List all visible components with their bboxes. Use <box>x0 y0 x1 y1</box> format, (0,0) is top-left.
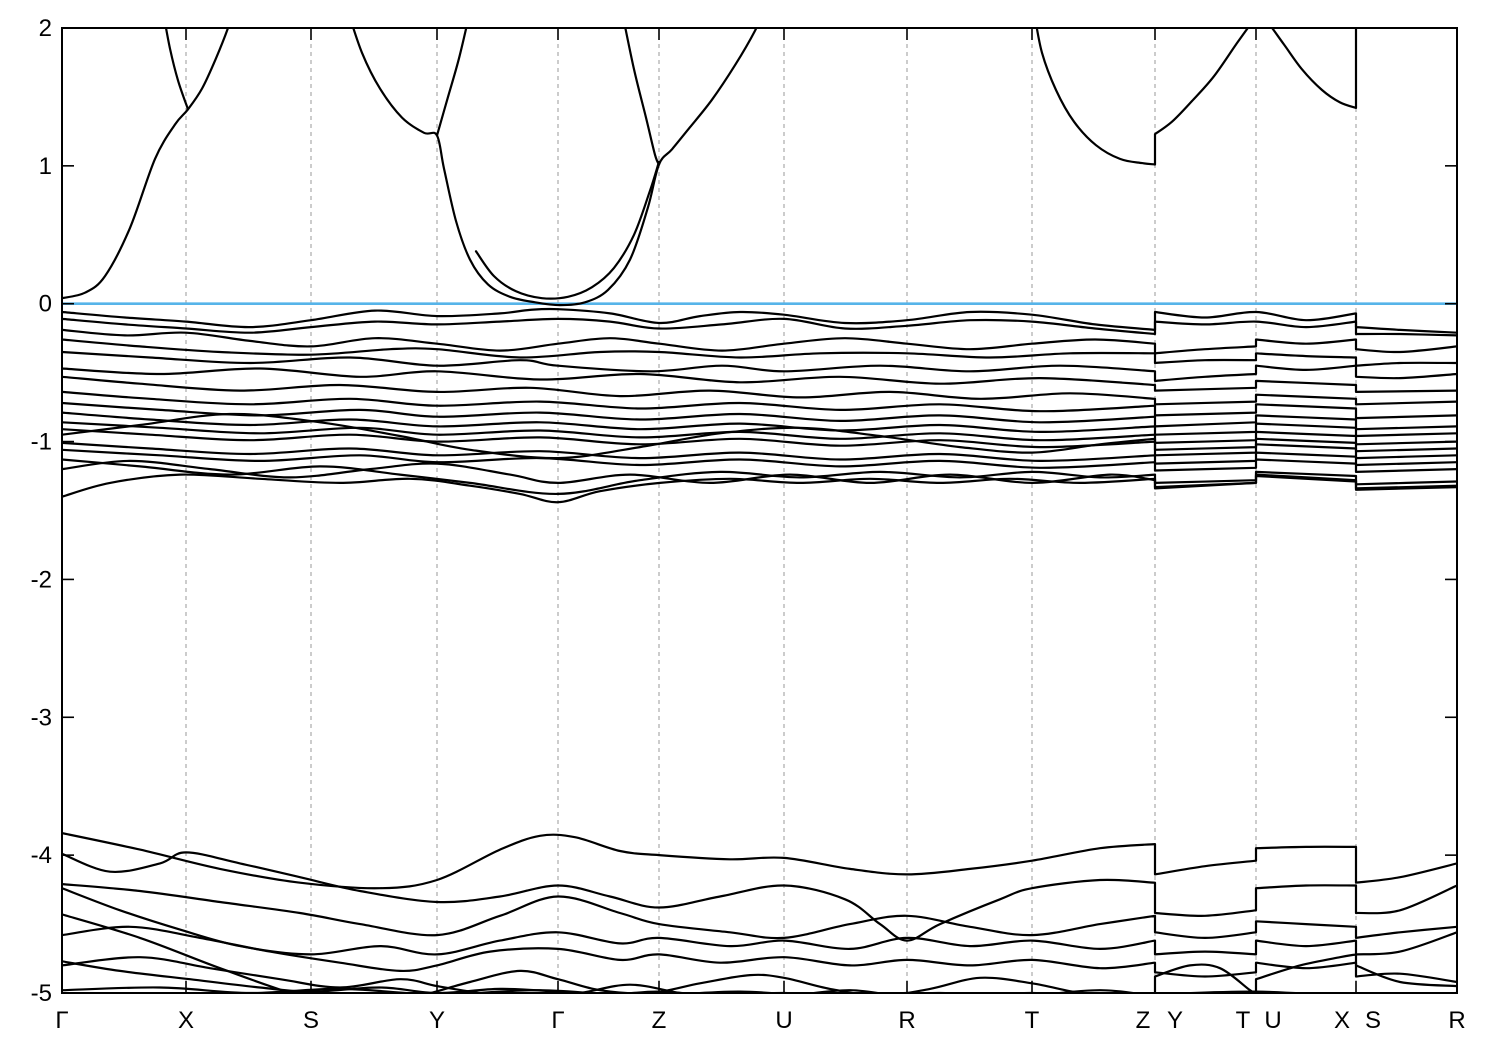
valence-lower-band <box>62 925 1457 984</box>
valence-upper-band <box>62 307 1457 334</box>
x-tick-label: Z <box>652 1007 667 1034</box>
valence-upper-band <box>62 448 1457 473</box>
x-tick-label: S <box>1365 1007 1381 1034</box>
y-tick-label: 1 <box>39 153 52 180</box>
tick-marks <box>62 27 1457 994</box>
y-tick-label: 2 <box>39 15 52 42</box>
valence-upper-band <box>62 401 1457 431</box>
gridlines <box>185 28 1357 993</box>
valence-upper-band <box>62 411 1457 438</box>
x-tick-label: U <box>1264 1007 1281 1034</box>
valence-upper-band <box>62 421 1457 446</box>
conduction-band <box>62 28 230 300</box>
valence-upper-band <box>62 412 1457 460</box>
x-tick-label: R <box>898 1007 915 1034</box>
valence-lower-band <box>62 851 1457 942</box>
x-tick-label: Γ <box>55 1007 68 1034</box>
y-tick-label: -3 <box>31 704 52 731</box>
valence-lower-band <box>62 986 1457 993</box>
valence-upper-band <box>62 473 1457 504</box>
conduction-band <box>474 160 661 300</box>
conduction-band <box>352 28 758 307</box>
conduction-band <box>624 28 661 166</box>
valence-upper-band <box>62 441 1457 467</box>
valence-lower-band <box>62 887 1457 956</box>
x-tick-label: U <box>775 1007 792 1034</box>
y-tick-label: -2 <box>31 566 52 593</box>
y-tick-label: -5 <box>31 980 52 1007</box>
valence-lower-band <box>62 883 1457 940</box>
y-tick-label: -4 <box>31 842 52 869</box>
x-tick-label: X <box>178 1007 194 1034</box>
conduction-band <box>435 28 468 137</box>
x-tick-label: Γ <box>551 1007 564 1034</box>
y-tick-label: 0 <box>39 291 52 318</box>
x-tick-label: T <box>1025 1007 1040 1034</box>
valence-upper-band <box>62 350 1457 382</box>
x-tick-label: T <box>1236 1007 1251 1034</box>
valence-upper-band <box>62 328 1457 355</box>
plot-border <box>61 27 1458 994</box>
valence-upper-band <box>62 428 1457 453</box>
y-tick-label: -1 <box>31 429 52 456</box>
x-tick-label: Y <box>1167 1007 1183 1034</box>
x-tick-label: X <box>1334 1007 1350 1034</box>
valence-upper-band <box>62 338 1457 367</box>
x-tick-label: Y <box>429 1007 445 1034</box>
x-tick-label: S <box>303 1007 319 1034</box>
valence-upper-band <box>62 367 1457 393</box>
x-tick-label: R <box>1448 1007 1465 1034</box>
valence-upper-band <box>62 390 1457 420</box>
valence-upper-band <box>62 317 1457 337</box>
valence-lower-band <box>62 956 1142 993</box>
conduction-band <box>1035 28 1358 166</box>
valence-upper-band <box>62 375 1457 406</box>
y-axis-labels: 2 1 0 -1 -2 -3 -4 -5 <box>31 15 52 1007</box>
valence-lower-band <box>62 832 1457 890</box>
x-tick-label: Z <box>1136 1007 1151 1034</box>
